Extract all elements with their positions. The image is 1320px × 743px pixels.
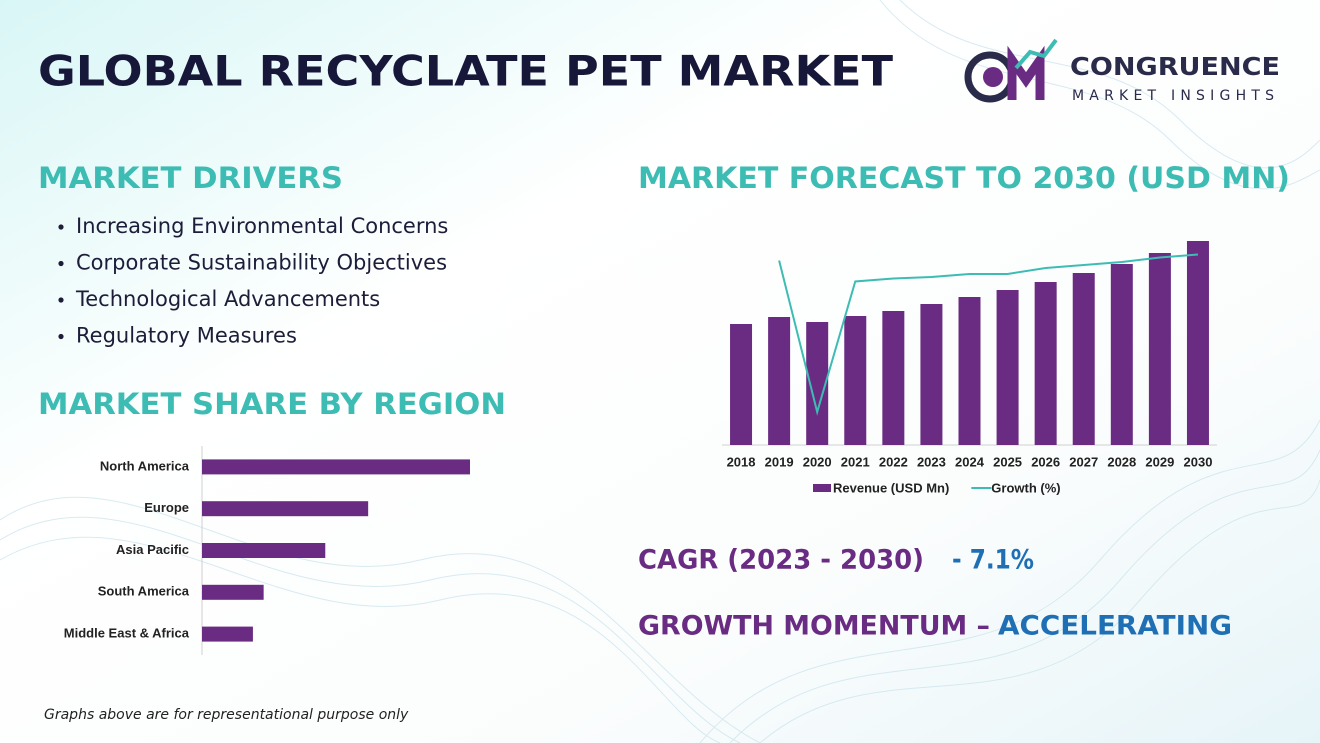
- logo-m: [1007, 45, 1045, 100]
- bar: [882, 311, 905, 445]
- legend-label: Growth (%): [991, 480, 1060, 495]
- bar: [202, 543, 326, 558]
- x-tick-label: 2025: [993, 454, 1022, 469]
- momentum-label: GROWTH MOMENTUM –: [638, 611, 990, 642]
- x-tick-label: 2020: [803, 454, 832, 469]
- footnote: Graphs above are for representational pu…: [44, 707, 409, 723]
- driver-item: Technological Advancements: [75, 287, 380, 311]
- bullet: [58, 333, 64, 340]
- category-label: Europe: [144, 500, 189, 515]
- bar: [958, 297, 981, 445]
- driver-item: Regulatory Measures: [76, 324, 297, 348]
- bar: [920, 304, 943, 445]
- bar: [730, 324, 753, 445]
- x-tick-label: 2026: [1031, 454, 1060, 469]
- line: [778, 253, 1199, 416]
- forecast-title: MARKET FORECAST TO 2030 (USD MN): [638, 161, 1290, 195]
- bullet: [58, 224, 64, 230]
- category-label: North America: [100, 458, 190, 473]
- logo-name: CONGRUENCE: [1070, 52, 1280, 81]
- title: GLOBAL RECYCLATE PET MARKET: [38, 47, 893, 96]
- bar: [1186, 241, 1209, 445]
- x-tick-label: 2027: [1069, 454, 1098, 469]
- bar: [768, 317, 791, 445]
- x-tick-label: 2022: [879, 454, 908, 469]
- region-title: MARKET SHARE BY REGION: [38, 387, 506, 421]
- bar: [806, 322, 829, 445]
- x-tick-label: 2028: [1107, 454, 1136, 469]
- category-label: Asia Pacific: [116, 542, 189, 557]
- x-tick-label: 2021: [841, 454, 870, 469]
- x-tick-label: 2023: [917, 454, 946, 469]
- x-tick-label: 2030: [1184, 454, 1213, 469]
- drivers-title: MARKET DRIVERS: [38, 161, 343, 195]
- drivers-list: Increasing Environmental Concerns Corpora…: [58, 214, 448, 348]
- category-label: South America: [98, 584, 190, 599]
- x-tick-label: 2029: [1145, 454, 1174, 469]
- category-label: Middle East & Africa: [64, 626, 190, 641]
- momentum-value: ACCELERATING: [998, 611, 1232, 642]
- bullet: [58, 260, 64, 267]
- bar: [1110, 264, 1133, 445]
- x-tick-label: 2024: [955, 454, 985, 469]
- legend-swatch: [813, 484, 831, 492]
- bar: [1072, 273, 1095, 445]
- bullet: [58, 297, 64, 303]
- x-tick-label: 2018: [727, 454, 756, 469]
- bar: [1034, 282, 1057, 445]
- logo-globe: [983, 67, 1003, 87]
- bar: [202, 459, 470, 475]
- cagr-value: - 7.1%: [952, 545, 1034, 576]
- bar: [996, 290, 1019, 445]
- driver-item: Corporate Sustainability Objectives: [76, 251, 447, 275]
- cagr-label: CAGR (2023 - 2030): [638, 545, 924, 576]
- logo-tagline: MARKET INSIGHTS: [1072, 88, 1278, 104]
- driver-item: Increasing Environmental Concerns: [76, 214, 448, 238]
- logo: CONGRUENCE MARKET INSIGHTS: [964, 38, 1280, 104]
- bar: [202, 501, 369, 517]
- logo-arrow: [1014, 38, 1058, 70]
- bar: [202, 584, 264, 600]
- x-tick-label: 2019: [765, 454, 794, 469]
- bar: [844, 316, 867, 445]
- legend-label: Revenue (USD Mn): [833, 480, 949, 495]
- bar: [202, 626, 253, 642]
- bar: [1148, 253, 1171, 445]
